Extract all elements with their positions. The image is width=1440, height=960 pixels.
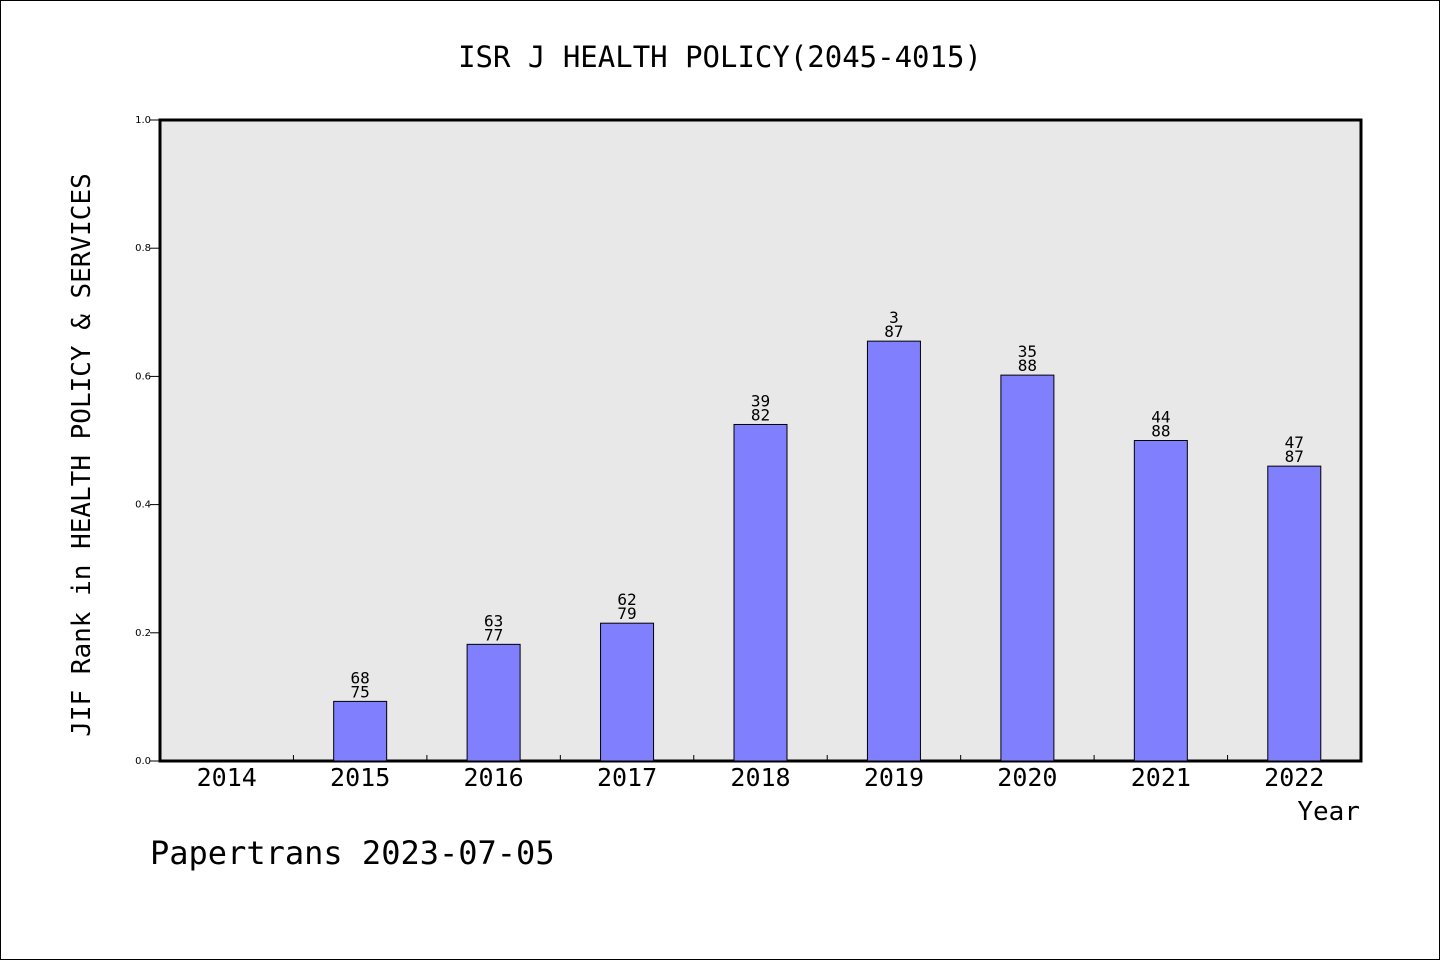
x-tick-label: 2017 bbox=[597, 763, 657, 792]
bar-2015 bbox=[333, 700, 388, 762]
x-tick-label: 2016 bbox=[464, 763, 524, 792]
bar-2018 bbox=[733, 423, 788, 762]
y-tick-label: 1.0 bbox=[135, 115, 151, 126]
bar-label-rank: 39 bbox=[751, 391, 770, 410]
bar-2021 bbox=[1133, 440, 1188, 762]
bar-label-total: 77 bbox=[484, 625, 503, 644]
bar-label-total: 88 bbox=[1151, 422, 1170, 441]
x-tick-label: 2021 bbox=[1131, 763, 1191, 792]
bar-label-rank: 47 bbox=[1285, 433, 1304, 452]
bar-label-rank: 35 bbox=[1018, 342, 1037, 361]
y-tick-label: 0.4 bbox=[135, 500, 151, 511]
bar-label-rank: 3 bbox=[889, 308, 899, 327]
x-tick-label: 2019 bbox=[864, 763, 924, 792]
x-axis: 2014 2015 2016 2017 2018 2019 2020 2021 2022 bbox=[197, 755, 1324, 792]
bar-label-total: 88 bbox=[1018, 356, 1037, 375]
x-tick-label: 2022 bbox=[1264, 763, 1324, 792]
bar-label-rank: 62 bbox=[617, 590, 636, 609]
bar-label-total: 82 bbox=[751, 405, 770, 424]
x-tick-label: 2015 bbox=[330, 763, 390, 792]
bar-2020 bbox=[1000, 374, 1055, 762]
bar-label-total: 87 bbox=[884, 322, 903, 341]
bar-2016 bbox=[466, 643, 521, 762]
y-tick-label: 0.8 bbox=[135, 243, 151, 254]
x-axis-label: Year bbox=[1297, 797, 1360, 827]
y-tick-label: 0.2 bbox=[135, 628, 151, 639]
y-tick-label: 0.6 bbox=[135, 371, 151, 382]
bar-label-total: 79 bbox=[617, 604, 636, 623]
bar-2022 bbox=[1267, 465, 1322, 762]
y-axis: 0.0 0.2 0.4 0.6 0.8 1.0 bbox=[135, 115, 160, 767]
bar-2019 bbox=[866, 340, 921, 762]
bar-label-rank: 68 bbox=[351, 668, 370, 687]
bar-label-rank: 44 bbox=[1151, 408, 1170, 427]
bar-label-rank: 63 bbox=[484, 611, 503, 630]
bar-label-total: 87 bbox=[1285, 447, 1304, 466]
chart-title: ISR J HEALTH POLICY(2045-4015) bbox=[458, 40, 982, 74]
bar-2017 bbox=[600, 622, 655, 762]
x-tick-label: 2018 bbox=[730, 763, 790, 792]
bar-label-total: 75 bbox=[351, 682, 370, 701]
y-tick-label: 0.0 bbox=[135, 756, 151, 767]
x-tick-label: 2020 bbox=[997, 763, 1057, 792]
x-tick-label: 2014 bbox=[197, 763, 257, 792]
y-axis-label: JIF Rank in HEALTH POLICY & SERVICES bbox=[67, 173, 97, 737]
footer-credit: Papertrans 2023-07-05 bbox=[150, 834, 555, 872]
bars-group bbox=[333, 340, 1322, 762]
